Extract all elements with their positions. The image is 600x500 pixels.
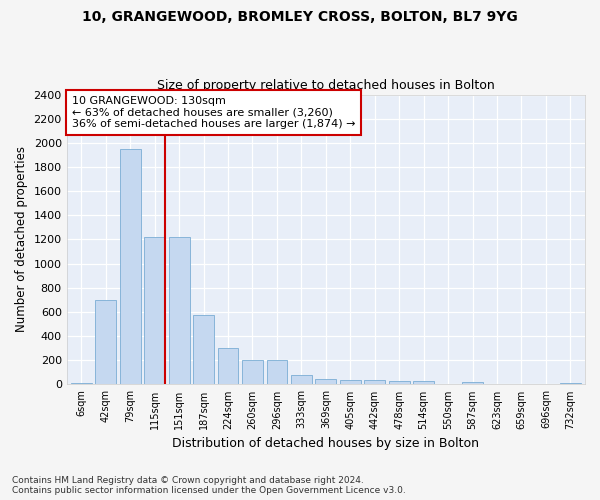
Bar bbox=[364, 380, 385, 384]
Bar bbox=[266, 360, 287, 384]
Bar bbox=[389, 381, 410, 384]
Bar bbox=[193, 315, 214, 384]
Bar bbox=[291, 375, 312, 384]
Y-axis label: Number of detached properties: Number of detached properties bbox=[15, 146, 28, 332]
Text: 10, GRANGEWOOD, BROMLEY CROSS, BOLTON, BL7 9YG: 10, GRANGEWOOD, BROMLEY CROSS, BOLTON, B… bbox=[82, 10, 518, 24]
Bar bbox=[169, 237, 190, 384]
Bar bbox=[462, 382, 483, 384]
Text: Contains HM Land Registry data © Crown copyright and database right 2024.
Contai: Contains HM Land Registry data © Crown c… bbox=[12, 476, 406, 495]
Bar bbox=[120, 149, 140, 384]
Bar bbox=[242, 360, 263, 384]
Bar bbox=[413, 382, 434, 384]
Bar bbox=[95, 300, 116, 384]
Bar bbox=[218, 348, 238, 385]
X-axis label: Distribution of detached houses by size in Bolton: Distribution of detached houses by size … bbox=[172, 437, 479, 450]
Title: Size of property relative to detached houses in Bolton: Size of property relative to detached ho… bbox=[157, 79, 495, 92]
Bar bbox=[340, 380, 361, 384]
Bar bbox=[560, 382, 581, 384]
Text: 10 GRANGEWOOD: 130sqm
← 63% of detached houses are smaller (3,260)
36% of semi-d: 10 GRANGEWOOD: 130sqm ← 63% of detached … bbox=[72, 96, 355, 129]
Bar bbox=[71, 382, 92, 384]
Bar bbox=[316, 379, 336, 384]
Bar bbox=[144, 237, 165, 384]
